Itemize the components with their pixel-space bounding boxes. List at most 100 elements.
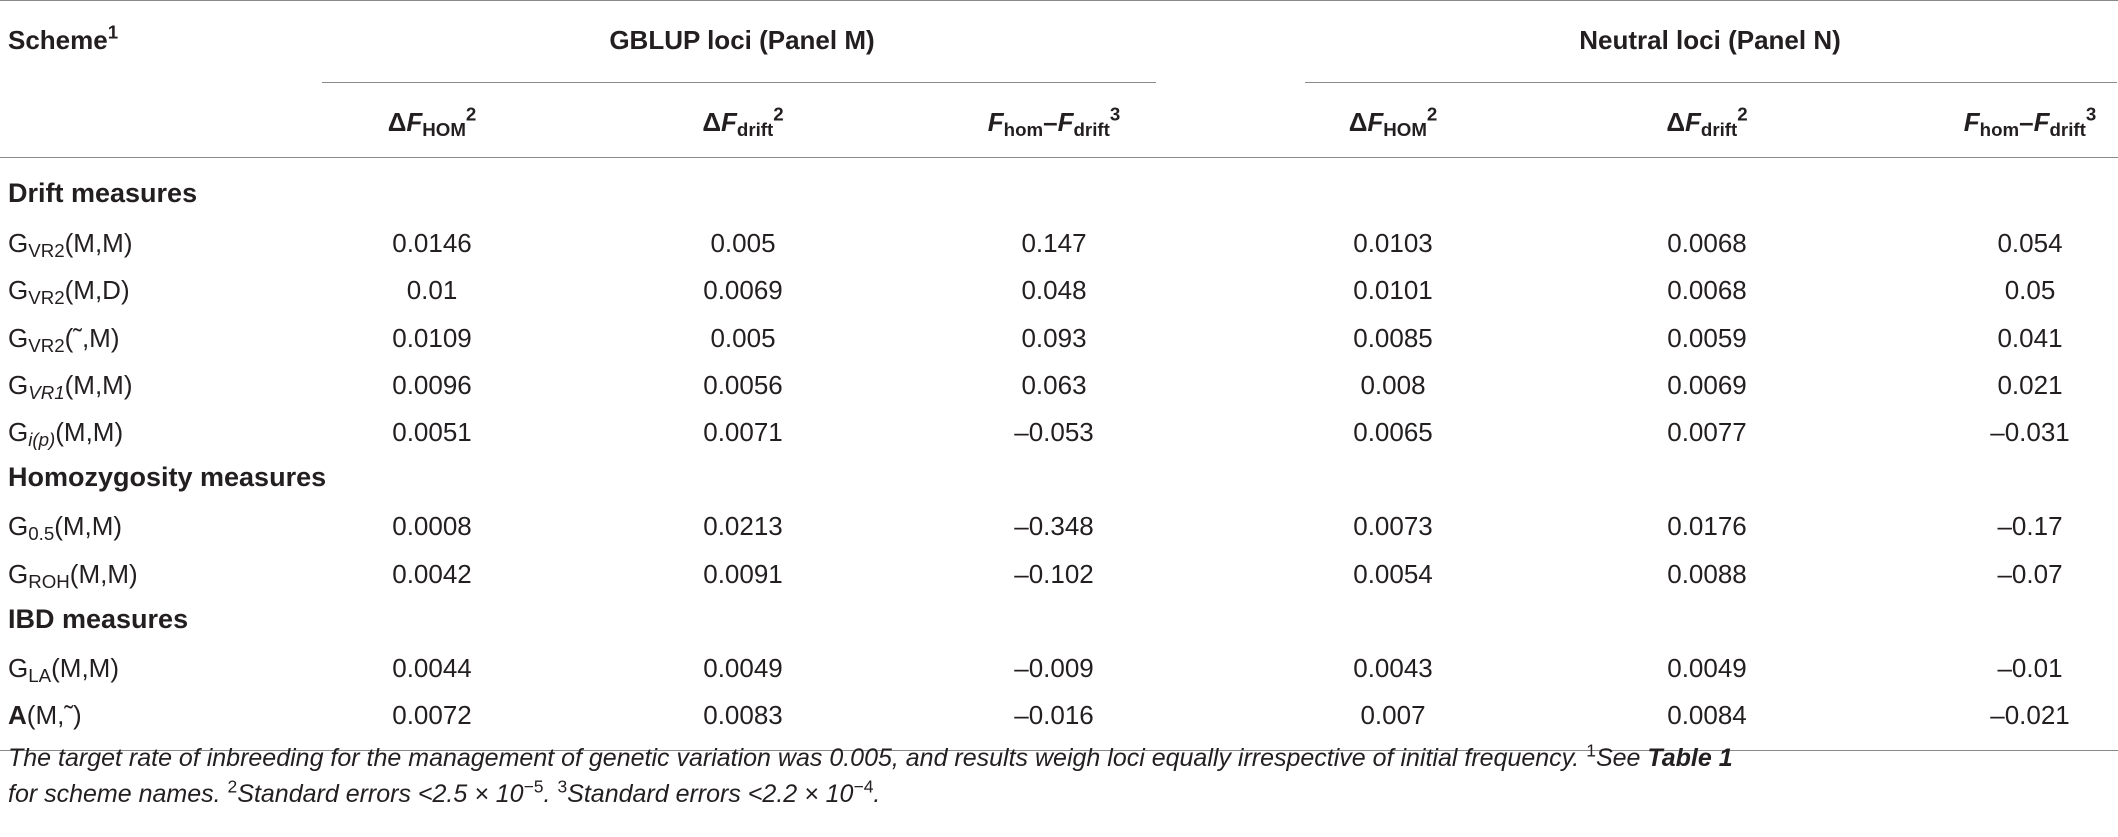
table-cell: 0.0065 xyxy=(1353,417,1433,447)
table-cell: 0.05 xyxy=(2004,275,2056,305)
table-cell: 0.054 xyxy=(1997,228,2063,258)
footnote-see: See xyxy=(1595,744,1641,772)
f-symbol: F xyxy=(1963,107,1980,137)
f-symbol: F xyxy=(406,107,423,137)
f-symbol: F xyxy=(1367,107,1384,137)
table-cell: 0.0049 xyxy=(1667,653,1747,683)
section-homozygosity-measures: Homozygosity measures xyxy=(8,462,327,492)
table-cell: –0.102 xyxy=(1014,559,1094,589)
col-header-delta-fdrift-n: ΔFdrift2 xyxy=(1666,105,1747,139)
col-header-delta-fhom-n: ΔFHOM2 xyxy=(1348,103,1438,141)
f-symbol: F xyxy=(987,107,1004,137)
table-cell: 0.0069 xyxy=(1667,370,1747,400)
table-cell: –0.17 xyxy=(1997,511,2063,541)
row-label-args: (M,D) xyxy=(64,275,130,305)
delta-symbol: Δ xyxy=(1666,107,1686,137)
row-label: G0.5(M,M) xyxy=(8,510,123,543)
subscript: hom xyxy=(1979,119,2020,141)
table-cell: 0.0088 xyxy=(1667,559,1747,589)
standard-error-note-1: Standard errors <2.5 × 10 xyxy=(237,780,524,808)
row-label-base: G xyxy=(8,370,29,400)
row-label-subscript: VR2 xyxy=(28,287,65,309)
row-label: GLA(M,M) xyxy=(8,652,119,687)
footnote-mark: 3 xyxy=(1109,103,1121,125)
table-cell: 0.0077 xyxy=(1667,417,1747,447)
dash: – xyxy=(1043,107,1058,137)
table-cell: 0.0054 xyxy=(1353,559,1433,589)
table-cell: 0.0103 xyxy=(1353,228,1433,258)
scheme-footnote-mark: 1 xyxy=(107,21,119,43)
footnote-number: 3 xyxy=(557,776,568,797)
table-cell: 0.008 xyxy=(1360,370,1426,400)
row-label-subscript: VR2 xyxy=(28,240,65,262)
table-cell: 0.0049 xyxy=(703,653,783,683)
row-label-args: (M,M) xyxy=(55,417,124,447)
footnote-mark: 2 xyxy=(773,103,784,125)
table-cell: 0.0068 xyxy=(1667,228,1747,258)
table-cell: 0.0069 xyxy=(703,275,783,305)
table-cell: 0.0176 xyxy=(1667,511,1747,541)
row-label-base: G xyxy=(8,653,29,683)
footnote-mark: 2 xyxy=(1426,103,1438,125)
table-cell: 0.147 xyxy=(1021,228,1087,258)
table-cell: 0.007 xyxy=(1360,700,1426,730)
table-cell: 0.0091 xyxy=(703,559,783,589)
table-cell: 0.048 xyxy=(1021,275,1087,305)
table-cell: 0.0008 xyxy=(392,511,472,541)
footnote-number: 1 xyxy=(1586,740,1596,761)
table-cell: 0.0072 xyxy=(392,700,472,730)
f-symbol: F xyxy=(721,107,737,137)
subscript: drift xyxy=(1073,119,1110,141)
table-cell: 0.0042 xyxy=(392,559,472,589)
subscript: drift xyxy=(2049,119,2086,141)
footnote-number: 2 xyxy=(227,776,238,797)
table-cell: –0.01 xyxy=(1997,653,2063,683)
dash: – xyxy=(2019,107,2034,137)
row-label-subscript: ROH xyxy=(28,571,70,593)
table-cell: 0.0096 xyxy=(392,370,472,400)
delta-symbol: Δ xyxy=(387,107,407,137)
table-cell: 0.0073 xyxy=(1353,511,1433,541)
row-label: Gi(p)(M,M) xyxy=(8,416,124,451)
table-footnote: The target rate of inbreeding for the ma… xyxy=(8,740,1733,808)
delta-symbol: Δ xyxy=(1348,107,1368,137)
row-label-base: G xyxy=(8,559,29,589)
subscript: HOM xyxy=(422,119,466,141)
table-reference-link[interactable]: Table 1 xyxy=(1647,744,1733,772)
col-header-delta-fhom-m: ΔFHOM2 xyxy=(387,105,477,141)
f-symbol: F xyxy=(1685,107,1701,137)
table-cell: –0.07 xyxy=(1997,559,2063,589)
f-symbol: F xyxy=(2033,107,2050,137)
table-cell: 0.0083 xyxy=(703,700,783,730)
table-cell: 0.0068 xyxy=(1667,275,1747,305)
table-cell: –0.053 xyxy=(1014,417,1094,447)
row-label-base: A xyxy=(8,700,27,730)
table-cell: 0.063 xyxy=(1021,370,1087,400)
row-label-base: G xyxy=(8,511,29,541)
row-label-base: G xyxy=(8,275,29,305)
row-label-args: (M,M) xyxy=(64,228,133,258)
exponent: −4 xyxy=(853,776,874,797)
row-label-subscript: LA xyxy=(28,665,52,687)
scheme-label: Scheme xyxy=(8,25,108,55)
row-label-subscript: i(p) xyxy=(28,429,56,451)
row-label: GVR2(M,M) xyxy=(8,227,133,262)
table-cell: 0.0043 xyxy=(1353,653,1433,683)
group1-underline xyxy=(322,82,1156,83)
col-header-fhom-fdrift-n: Fhom–Fdrift3 xyxy=(1963,105,2097,141)
table-cell: 0.0059 xyxy=(1667,323,1747,353)
group-header-neutral: Neutral loci (Panel N) xyxy=(1579,25,1841,55)
table-cell: 0.0051 xyxy=(392,417,472,447)
table-cell: –0.021 xyxy=(1990,700,2070,730)
row-label-args: (˜,M) xyxy=(64,323,120,353)
row-label-args: (M,M) xyxy=(54,511,123,541)
row-label-args: (M,M) xyxy=(64,370,133,400)
exponent: −5 xyxy=(523,776,544,797)
table-cell: –0.348 xyxy=(1014,511,1094,541)
footnote-text: The target rate of inbreeding for the ma… xyxy=(8,744,1580,772)
table-cell: 0.093 xyxy=(1021,323,1087,353)
table-cell: 0.0101 xyxy=(1353,275,1433,305)
subscript: HOM xyxy=(1383,119,1427,141)
row-label-base: G xyxy=(8,228,29,258)
